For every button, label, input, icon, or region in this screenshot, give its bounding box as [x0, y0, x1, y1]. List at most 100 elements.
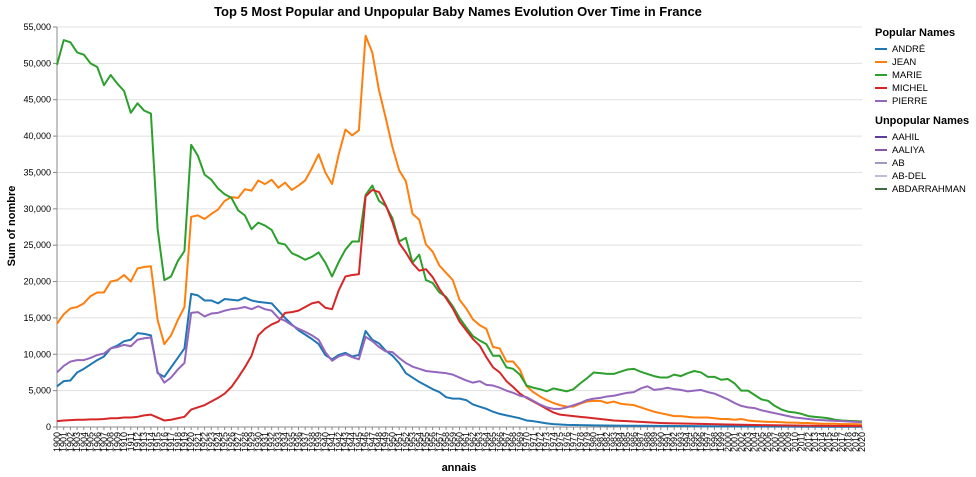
x-tick-label: 1984: [616, 432, 626, 452]
y-tick-label: 0: [46, 422, 51, 432]
x-tick-label: 2003: [743, 432, 753, 452]
x-tick-label: 1942: [334, 432, 344, 452]
x-tick-label: 1901: [59, 432, 69, 452]
x-tick-label: 1936: [294, 432, 304, 452]
legend-item-label: PIERRE: [892, 96, 927, 107]
x-tick-label: 2002: [736, 432, 746, 452]
x-tick-label: 1951: [394, 432, 404, 452]
legend-item-label: ANDRÉ: [892, 44, 925, 55]
y-tick-label: 30,000: [23, 204, 51, 214]
y-tick-label: 45,000: [23, 95, 51, 105]
x-tick-label: 1943: [340, 432, 350, 452]
y-tick-label: 25,000: [23, 240, 51, 250]
x-tick-label: 2013: [810, 432, 820, 452]
x-tick-label: 1907: [99, 432, 109, 452]
x-tick-label: 1932: [267, 432, 277, 452]
x-tick-label: 2011: [797, 432, 807, 451]
legend-group-title: Popular Names: [875, 27, 955, 39]
x-tick-label: 1965: [488, 432, 498, 452]
x-tick-label: 2005: [756, 432, 766, 452]
x-tick-label: 1914: [146, 432, 156, 452]
y-tick-label: 10,000: [23, 349, 51, 359]
series-line-pierre: [56, 305, 863, 424]
x-tick-label: 1916: [159, 432, 169, 452]
x-tick-label: 1946: [361, 432, 371, 452]
x-tick-label: 1912: [133, 432, 143, 452]
x-tick-label: 1963: [475, 432, 485, 452]
x-tick-label: 1957: [434, 432, 444, 452]
x-tick-label: 1983: [609, 432, 619, 452]
x-tick-label: 1905: [86, 432, 96, 452]
x-tick-label: 1904: [79, 432, 89, 452]
x-tick-label: 1981: [595, 432, 605, 452]
x-tick-label: 1930: [253, 432, 263, 452]
x-tick-label: 1935: [287, 432, 297, 452]
x-tick-label: 1921: [193, 432, 203, 452]
x-tick-label: 2020: [857, 432, 867, 452]
series-line-michel: [56, 188, 863, 428]
x-tick-label: 2008: [777, 432, 787, 452]
x-tick-label: 1962: [468, 432, 478, 452]
x-tick-label: 1926: [226, 432, 236, 452]
x-tick-label: 1918: [173, 432, 183, 452]
x-tick-label: 1938: [307, 432, 317, 452]
x-tick-label: 1977: [569, 432, 579, 452]
x-tick-label: 1919: [179, 432, 189, 452]
x-tick-label: 1956: [428, 432, 438, 452]
x-tick-label: 1931: [260, 432, 270, 452]
legend-item-label: AAHIL: [892, 132, 919, 143]
x-tick-label: 1922: [200, 432, 210, 452]
x-tick-label: 1953: [408, 432, 418, 452]
x-tick-label: 1990: [656, 432, 666, 452]
x-tick-label: 1994: [683, 432, 693, 452]
series-lines: [56, 34, 863, 428]
x-tick-label: 1902: [65, 432, 75, 452]
x-tick-label: 1945: [354, 432, 364, 452]
x-tick-label: 1958: [441, 432, 451, 452]
x-tick-label: 1973: [542, 432, 552, 452]
x-tick-label: 2000: [723, 432, 733, 452]
x-axis: 1900190119021903190419051906190719081909…: [52, 426, 867, 452]
x-tick-label: 1995: [689, 432, 699, 452]
x-tick-label: 2015: [823, 432, 833, 452]
x-tick-label: 1979: [582, 432, 592, 452]
y-tick-label: 40,000: [23, 131, 51, 141]
x-tick-label: 1941: [327, 432, 337, 452]
x-tick-label: 1929: [247, 432, 257, 452]
x-tick-label: 1955: [421, 432, 431, 452]
x-tick-label: 1903: [72, 432, 82, 452]
x-tick-label: 2019: [850, 432, 860, 452]
x-tick-label: 1925: [220, 432, 230, 452]
legend: Popular Names ANDRÉ JEAN MARIE MICHEL PIERRE U…: [875, 27, 969, 195]
y-tick-label: 35,000: [23, 167, 51, 177]
x-tick-label: 1923: [206, 432, 216, 452]
x-tick-label: 1928: [240, 432, 250, 452]
x-tick-label: 1992: [669, 432, 679, 452]
legend-group-title: Unpopular Names: [875, 115, 969, 127]
x-tick-label: 1974: [548, 432, 558, 452]
x-tick-label: 1909: [112, 432, 122, 452]
legend-item-label: JEAN: [892, 57, 916, 68]
x-tick-label: 1997: [703, 432, 713, 452]
y-tick-label: 5,000: [28, 386, 51, 396]
chart-title: Top 5 Most Popular and Unpopular Baby Na…: [214, 4, 702, 19]
legend-item-label: AALIYA: [892, 145, 925, 156]
x-tick-label: 1940: [320, 432, 330, 452]
x-tick-label: 1966: [495, 432, 505, 452]
x-tick-label: 1949: [381, 432, 391, 452]
y-tick-label: 15,000: [23, 313, 51, 323]
x-tick-label: 1906: [92, 432, 102, 452]
x-tick-label: 1937: [300, 432, 310, 452]
grid-lines: [57, 26, 862, 428]
x-tick-label: 2017: [837, 432, 847, 452]
x-tick-label: 1944: [347, 432, 357, 452]
x-tick-label: 2007: [770, 432, 780, 452]
legend-item-label: MICHEL: [892, 83, 928, 94]
x-tick-label: 1980: [589, 432, 599, 452]
x-tick-label: 1998: [709, 432, 719, 452]
y-axis: 0 5,000 10,000 15,000 20,000 25,000 30,000 35,0…: [23, 22, 58, 432]
x-tick-label: 1961: [461, 432, 471, 452]
series-line-marie: [56, 39, 863, 423]
x-tick-label: 1939: [314, 432, 324, 452]
